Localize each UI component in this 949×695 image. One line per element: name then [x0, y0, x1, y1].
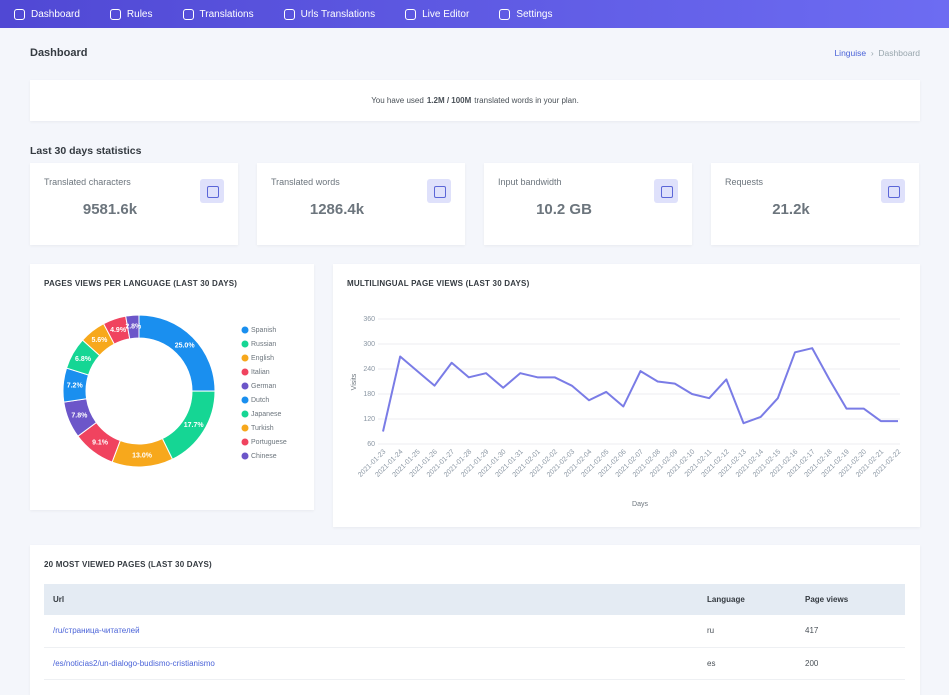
stat-card: Input bandwidth 10.2 GB: [484, 163, 692, 245]
nav-label: Live Editor: [422, 8, 470, 20]
nav-item[interactable]: Rules: [109, 8, 153, 20]
table-title: 20 MOST VIEWED PAGES (LAST 30 DAYS): [44, 560, 212, 569]
breadcrumb-current: Dashboard: [878, 48, 920, 58]
column-header: Url: [44, 584, 698, 615]
nav-label: Urls Translations: [300, 8, 376, 20]
usage-text: You have used: [371, 96, 424, 105]
url-link[interactable]: /ru/страница-читателей: [53, 626, 140, 636]
cell: 200: [796, 647, 905, 680]
stat-label: Requests: [725, 177, 764, 187]
line-card: MULTILINGUAL PAGE VIEWS (LAST 30 DAYS): [333, 264, 920, 527]
cell: 417: [796, 615, 905, 648]
nav-item[interactable]: Dashboard: [14, 8, 80, 20]
page-title: Dashboard: [30, 47, 88, 59]
nav-item[interactable]: Live Editor: [405, 8, 470, 20]
usage-card: You have used 1.2M / 100M translated words…: [30, 80, 920, 121]
stat-value: 21.2k: [772, 201, 810, 218]
nav-bar: Dashboard Rules Translations Urls Transl…: [0, 0, 949, 28]
stat-label: Translated characters: [44, 177, 131, 187]
nav-item[interactable]: Translations: [182, 8, 254, 20]
url-link[interactable]: /es/noticias2/un-dialogo-budismo-cristia…: [53, 658, 215, 668]
stat-label: Input bandwidth: [498, 177, 562, 187]
nav-label: Rules: [126, 8, 153, 20]
table-card: 20 MOST VIEWED PAGES (LAST 30 DAYS) Url L…: [30, 545, 920, 695]
nav-label: Translations: [199, 8, 254, 20]
section-title: Last 30 days statistics: [30, 145, 142, 157]
stat-card: Translated characters 9581.6k: [30, 163, 238, 245]
nav-label: Dashboard: [31, 8, 80, 20]
column-header: Page views: [796, 584, 905, 615]
stat-value: 1286.4k: [309, 201, 365, 218]
nav-item[interactable]: Settings: [499, 8, 553, 20]
stat-card: Requests 21.2k: [711, 163, 919, 245]
nav-label: Settings: [516, 8, 553, 20]
nav-item[interactable]: Urls Translations: [283, 8, 376, 20]
chart-title: MULTILINGUAL PAGE VIEWS (LAST 30 DAYS): [347, 279, 530, 288]
breadcrumb: Linguise › Dashboard: [834, 48, 920, 58]
column-header: Language: [698, 584, 796, 615]
pie-card: PAGES VIEWS PER LANGUAGE (LAST 30 DAYS): [30, 264, 314, 510]
usage-text: translated words in your plan.: [474, 96, 579, 105]
stat-value: 9581.6k: [82, 201, 138, 218]
stat-value: 10.2 GB: [536, 201, 592, 218]
stat-card: Translated words 1286.4k: [257, 163, 465, 245]
breadcrumb-link[interactable]: Linguise: [834, 48, 867, 58]
cell: ru: [698, 615, 796, 648]
stat-label: Translated words: [271, 177, 340, 187]
usage-amount: 1.2M / 100M: [426, 96, 472, 105]
table: Url Language Page views /ru/страница-читат…: [44, 584, 905, 680]
cell: es: [698, 647, 796, 680]
chart-title: PAGES VIEWS PER LANGUAGE (LAST 30 DAYS): [44, 279, 238, 288]
